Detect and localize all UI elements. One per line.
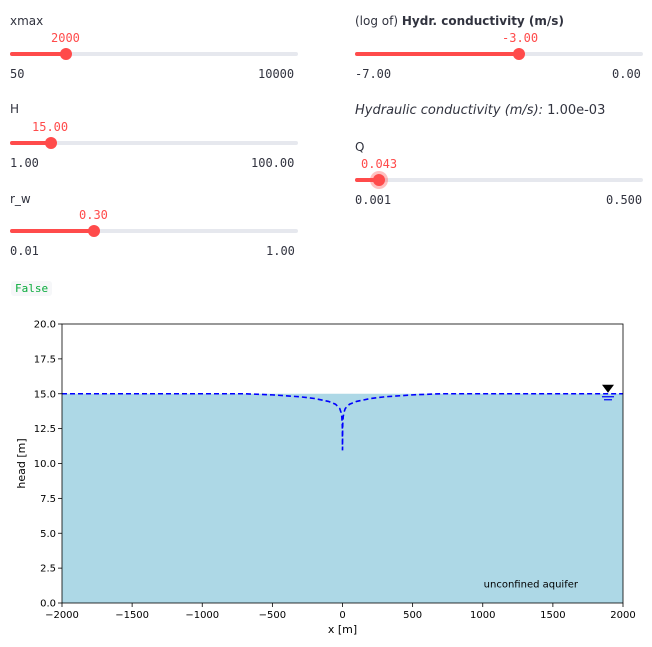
r_w-label: r_w	[10, 192, 31, 206]
xmax-value: 2000	[51, 31, 80, 45]
y-tick-label: 12.5	[34, 424, 56, 435]
y-tick-label: 15.0	[34, 389, 56, 400]
Q-track[interactable]	[355, 174, 643, 186]
y-axis-label: head [m]	[15, 438, 28, 488]
Q-value: 0.043	[361, 157, 398, 171]
y-tick-label: 2.5	[40, 564, 56, 575]
aquifer-annotation: unconfined aquifer	[484, 580, 579, 591]
conductivity-info-value: 1.00e-03	[543, 103, 606, 118]
r_w-min: 0.01	[10, 244, 39, 258]
y-tick-label: 17.5	[34, 354, 56, 365]
y-tick-label: 10.0	[34, 459, 56, 470]
H-label: H	[10, 102, 20, 116]
x-tick-label: 1000	[470, 610, 495, 621]
Q-fill	[355, 178, 380, 182]
K-label: (log of) Hydr. conductivity (m/s)	[355, 14, 564, 28]
K-value: -3.00	[502, 31, 539, 45]
Q-thumb[interactable]	[373, 174, 386, 186]
x-tick-label: 2000	[610, 610, 635, 621]
K-min: -7.00	[355, 67, 392, 81]
y-tick-label: 20.0	[34, 320, 56, 331]
H-max: 100.00	[251, 156, 295, 170]
x-axis-label: x [m]	[328, 623, 357, 636]
x-tick-label: −500	[259, 610, 286, 621]
Q-min: 0.001	[355, 193, 392, 207]
r_w-max: 1.00	[266, 244, 295, 258]
H-thumb[interactable]	[44, 137, 57, 149]
x-tick-label: −1000	[185, 610, 219, 621]
x-tick-label: −2000	[45, 610, 79, 621]
x-tick-label: 1500	[540, 610, 565, 621]
head-chart: −2000 −1500 −1000 −500 0 500 1000 1500 2000 0.0 2…	[15, 320, 636, 637]
H-min: 1.00	[10, 156, 39, 170]
K-track[interactable]	[355, 48, 643, 60]
xmax-track[interactable]	[10, 48, 298, 60]
conductivity-info: Hydraulic conductivity (m/s): 1.00e-03	[355, 103, 605, 118]
xmax-max: 10000	[258, 67, 295, 81]
r_w-fill	[10, 229, 95, 233]
drawdown-curve	[62, 392, 623, 451]
H-track[interactable]	[10, 137, 298, 149]
K-max: 0.00	[612, 67, 641, 81]
xmax-thumb[interactable]	[60, 48, 73, 60]
K-fill	[355, 52, 520, 56]
K-thumb[interactable]	[513, 48, 526, 60]
x-tick-label: −1500	[115, 610, 149, 621]
y-tick-label: 0.0	[40, 599, 56, 610]
K-label-prefix: (log of)	[355, 14, 402, 28]
xmax-label: xmax	[10, 14, 44, 28]
y-axis-ticks: 0.0 2.5 5.0 7.5 10.0 12.5 15.0 17.5 20.0	[34, 320, 62, 610]
r_w-thumb[interactable]	[88, 225, 101, 237]
Q-max: 0.500	[606, 193, 643, 207]
conductivity-info-label: Hydraulic conductivity (m/s):	[355, 103, 544, 118]
r_w-track[interactable]	[10, 225, 298, 237]
xmax-fill	[10, 52, 67, 56]
x-tick-label: 0	[339, 610, 345, 621]
code-output: False	[11, 281, 53, 296]
r_w-value: 0.30	[79, 208, 108, 222]
x-tick-label: 500	[403, 610, 422, 621]
y-tick-label: 5.0	[40, 529, 56, 540]
H-fill	[10, 141, 51, 145]
K-label-bold: Hydr. conductivity (m/s)	[401, 14, 564, 28]
y-tick-label: 7.5	[40, 494, 56, 505]
water-table-icon	[602, 384, 614, 401]
xmax-min: 50	[10, 67, 25, 81]
x-axis-ticks: −2000 −1500 −1000 −500 0 500 1000 1500 2000	[45, 603, 636, 621]
Q-label: Q	[355, 140, 365, 154]
H-value: 15.00	[32, 120, 69, 134]
